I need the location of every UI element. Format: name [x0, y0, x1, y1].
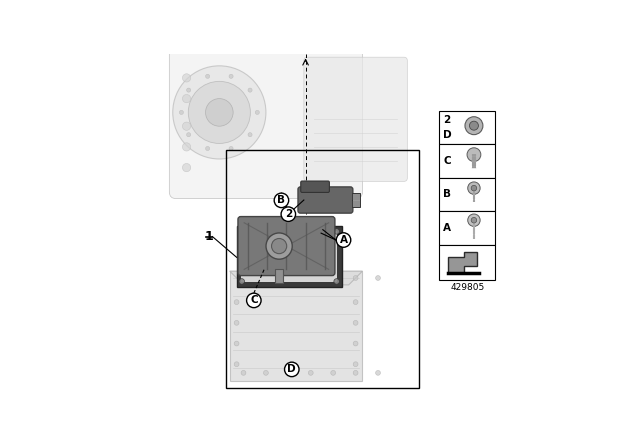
FancyBboxPatch shape — [301, 181, 330, 193]
Circle shape — [274, 193, 289, 207]
Circle shape — [286, 370, 291, 375]
Circle shape — [241, 276, 246, 280]
Circle shape — [229, 146, 233, 151]
Circle shape — [468, 214, 480, 226]
Circle shape — [271, 238, 287, 254]
Circle shape — [182, 164, 191, 172]
Circle shape — [285, 362, 299, 377]
Bar — [237, 226, 342, 287]
Circle shape — [188, 82, 250, 143]
Circle shape — [255, 110, 259, 115]
Circle shape — [353, 341, 358, 346]
Circle shape — [353, 300, 358, 305]
Circle shape — [248, 133, 252, 137]
Circle shape — [353, 276, 358, 280]
Circle shape — [187, 133, 191, 137]
Text: 2: 2 — [285, 209, 292, 219]
Bar — [226, 151, 419, 388]
Polygon shape — [230, 271, 362, 285]
Circle shape — [353, 320, 358, 325]
Text: B: B — [277, 195, 285, 205]
Circle shape — [179, 110, 184, 115]
Bar — [439, 111, 495, 144]
Bar — [472, 154, 476, 168]
Circle shape — [353, 362, 358, 366]
Text: B: B — [444, 190, 451, 199]
Text: D: D — [287, 364, 296, 375]
Circle shape — [187, 88, 191, 92]
Text: C: C — [444, 156, 451, 166]
Text: A: A — [444, 223, 451, 233]
Circle shape — [376, 370, 380, 375]
Circle shape — [239, 228, 244, 234]
Circle shape — [471, 185, 477, 191]
Circle shape — [205, 99, 233, 126]
FancyBboxPatch shape — [298, 187, 353, 213]
Bar — [439, 245, 495, 280]
Text: A: A — [340, 235, 348, 245]
Bar — [439, 211, 495, 245]
Circle shape — [173, 66, 266, 159]
Circle shape — [465, 117, 483, 135]
Circle shape — [286, 276, 291, 280]
Bar — [237, 226, 342, 287]
Circle shape — [468, 182, 480, 194]
Circle shape — [229, 74, 233, 78]
Circle shape — [334, 228, 339, 234]
FancyBboxPatch shape — [238, 216, 335, 276]
Bar — [439, 144, 495, 177]
FancyBboxPatch shape — [304, 57, 407, 181]
Circle shape — [308, 370, 313, 375]
Text: C: C — [250, 295, 258, 306]
Bar — [352, 194, 360, 207]
Circle shape — [264, 276, 268, 280]
Circle shape — [334, 279, 339, 284]
Circle shape — [234, 320, 239, 325]
Text: 1: 1 — [205, 230, 213, 243]
Circle shape — [246, 293, 261, 308]
FancyBboxPatch shape — [170, 47, 362, 198]
Circle shape — [182, 95, 191, 103]
Circle shape — [205, 74, 210, 78]
Circle shape — [205, 146, 210, 151]
Circle shape — [182, 143, 191, 151]
Bar — [472, 188, 476, 202]
Bar — [275, 269, 284, 283]
Circle shape — [308, 276, 313, 280]
Circle shape — [182, 74, 191, 82]
Circle shape — [264, 370, 268, 375]
Circle shape — [239, 279, 244, 284]
Text: D: D — [444, 130, 452, 140]
Circle shape — [281, 207, 296, 221]
Circle shape — [336, 233, 351, 247]
Bar — [439, 177, 495, 211]
Text: 2: 2 — [444, 115, 451, 125]
Circle shape — [234, 300, 239, 305]
Circle shape — [331, 370, 335, 375]
Circle shape — [266, 233, 292, 259]
Circle shape — [241, 370, 246, 375]
Circle shape — [471, 217, 477, 223]
Circle shape — [353, 370, 358, 375]
Bar — [241, 231, 337, 282]
Bar — [472, 220, 476, 239]
Circle shape — [467, 148, 481, 162]
Polygon shape — [448, 252, 477, 273]
Circle shape — [376, 276, 380, 280]
Circle shape — [248, 88, 252, 92]
Circle shape — [331, 276, 335, 280]
Circle shape — [182, 122, 191, 130]
Circle shape — [470, 121, 479, 130]
Text: 429805: 429805 — [450, 283, 484, 292]
Circle shape — [234, 362, 239, 366]
Circle shape — [234, 341, 239, 346]
Bar — [230, 271, 362, 382]
